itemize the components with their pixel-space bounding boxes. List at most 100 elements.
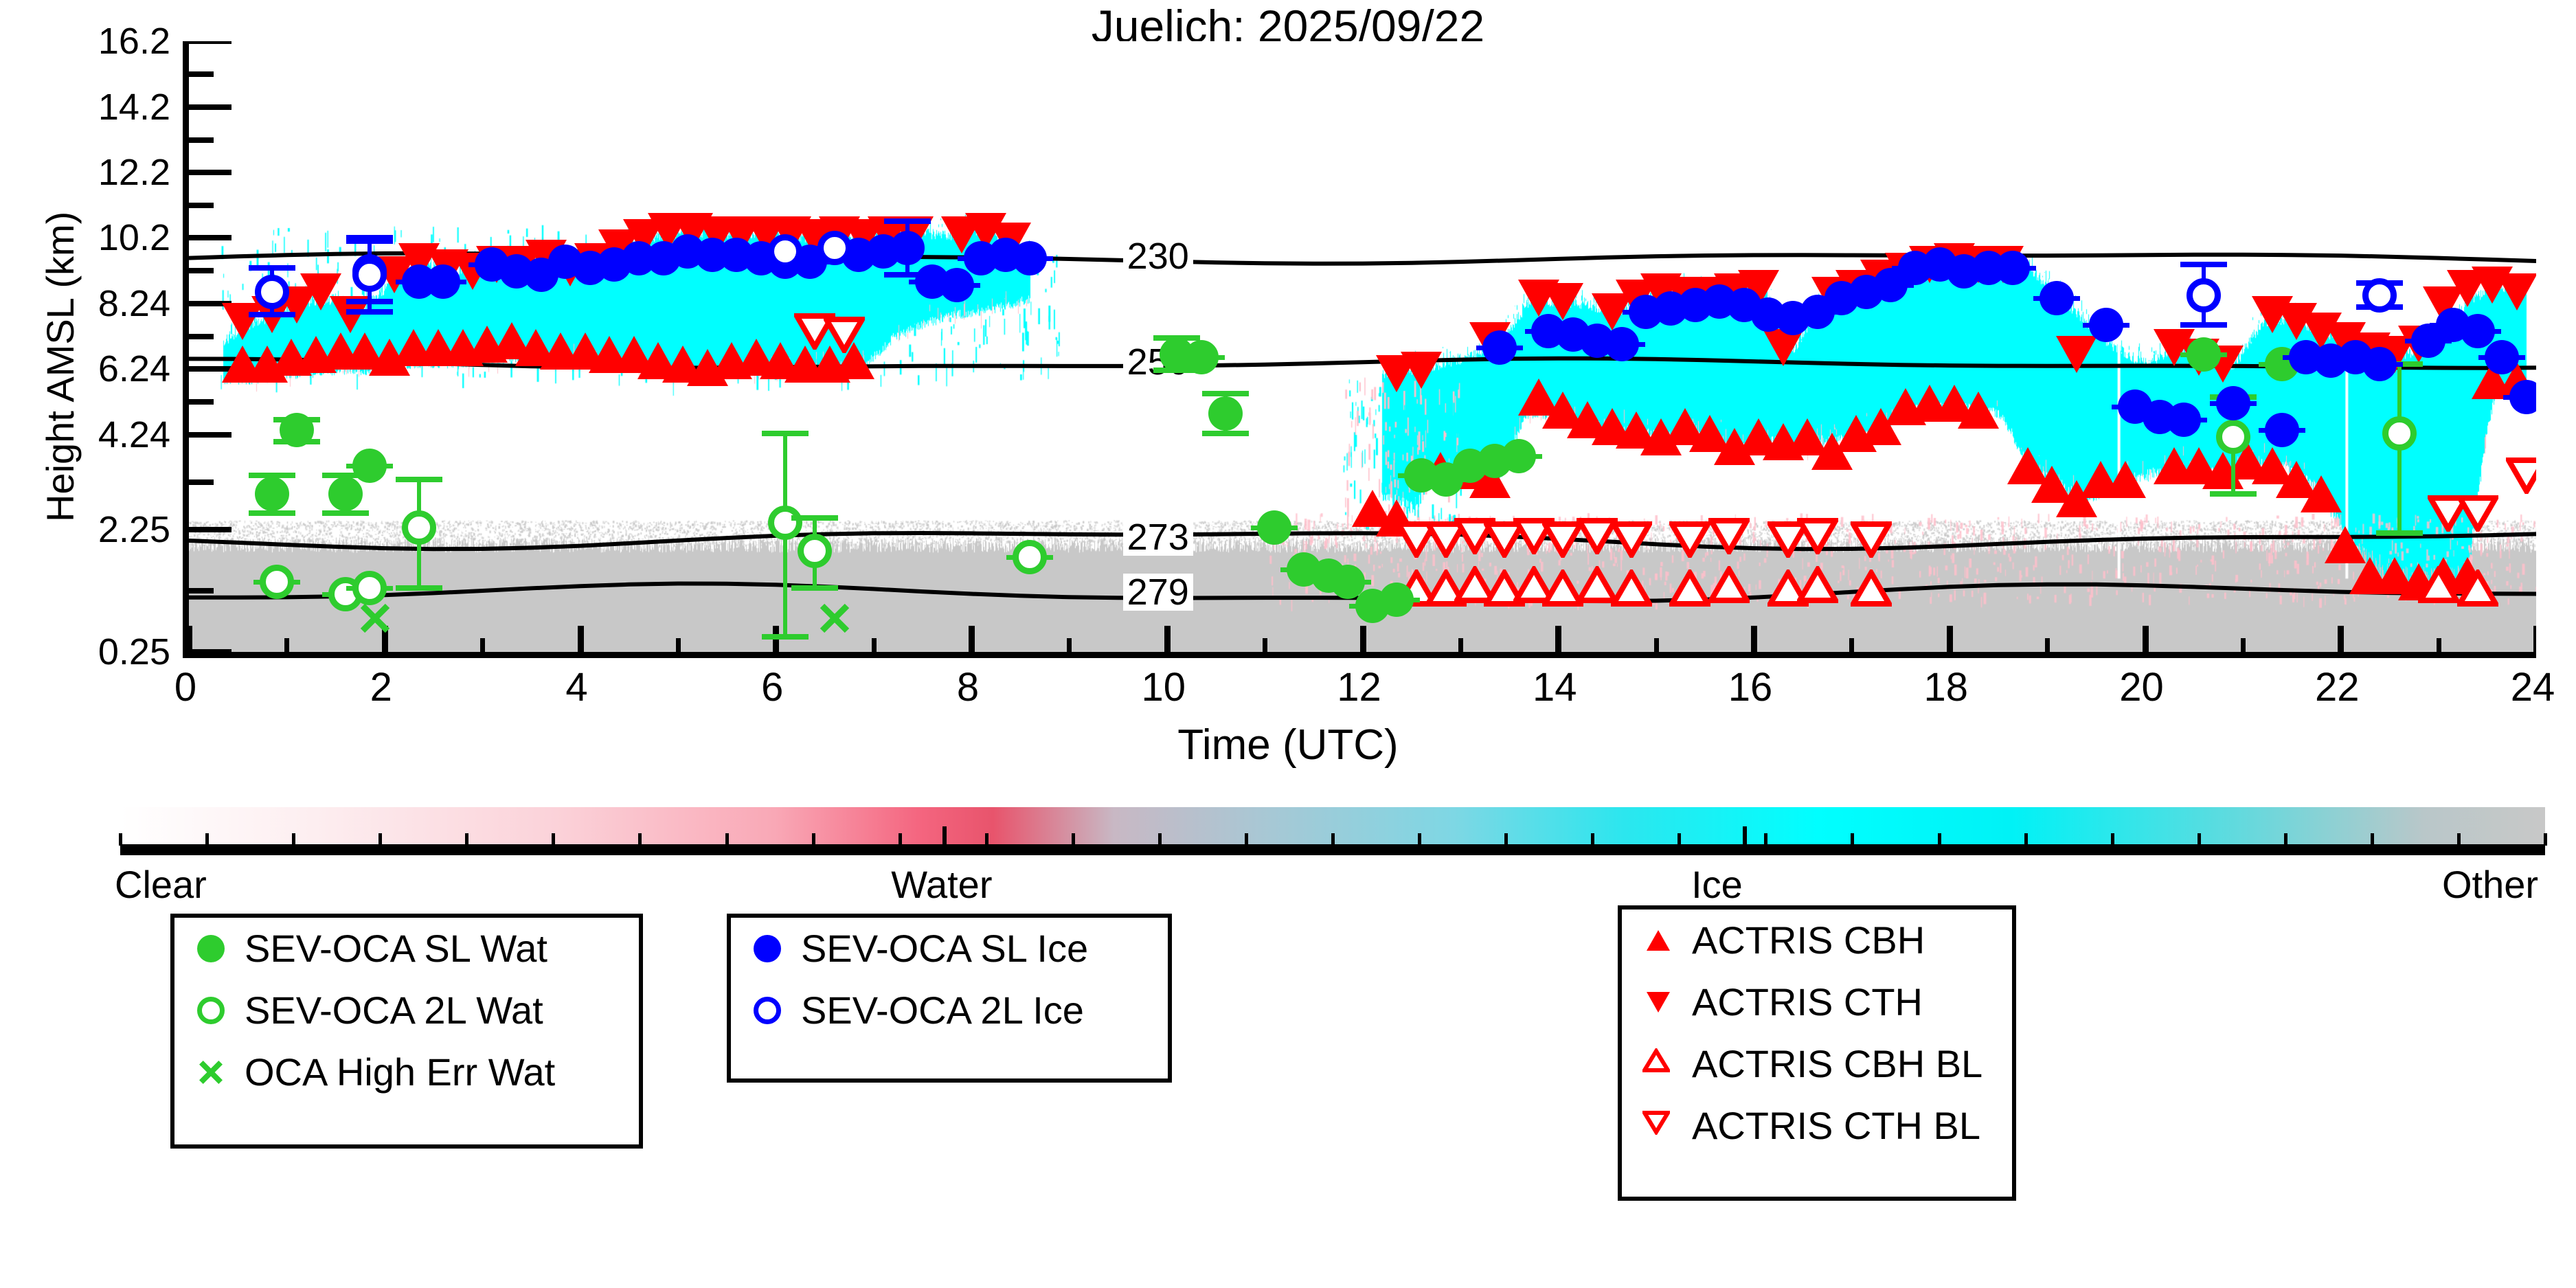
error-bar-cap <box>395 585 442 591</box>
datapoint-cross <box>359 602 392 635</box>
datapoint-filled-circle <box>1996 251 2031 286</box>
cross-icon <box>195 1057 227 1088</box>
datapoint-open-triangle-up <box>1848 567 1894 607</box>
datapoint-open-circle <box>260 564 295 599</box>
actris-legend[interactable]: ACTRIS CBH ACTRIS CTH ACTRIS CBH BL ACTRIS … <box>1618 905 2016 1201</box>
colorbar-tick <box>1851 833 1855 846</box>
y-tick-label: 14.2 <box>98 87 170 128</box>
x-tick-label: 18 <box>1923 665 1968 710</box>
y-tick-label: 0.25 <box>98 631 170 673</box>
x-minor-tick <box>2436 638 2441 652</box>
legend-label: SEV-OCA 2L Wat <box>245 988 543 1032</box>
water-legend[interactable]: SEV-OCA SL Wat SEV-OCA 2L Wat OCA High Err… <box>170 914 643 1149</box>
colorbar-tick <box>119 833 122 846</box>
legend-item-sev-oca-2l-wat[interactable]: SEV-OCA 2L Wat <box>174 980 639 1041</box>
legend-item-sev-oca-sl-wat[interactable]: SEV-OCA SL Wat <box>174 918 639 980</box>
colorbar-tick <box>2197 833 2201 846</box>
x-tick-label: 2 <box>370 665 392 710</box>
datapoint-filled-triangle-down <box>2496 273 2536 310</box>
legend-label: SEV-OCA SL Ice <box>801 927 1089 970</box>
filled-circle-icon <box>195 933 227 964</box>
datapoint-filled-triangle-down <box>2055 335 2097 373</box>
datapoint-open-circle <box>401 510 436 545</box>
legend-item-actris-cbh[interactable]: ACTRIS CBH <box>1622 909 2012 971</box>
open-triangle-up-icon <box>1640 1047 1674 1080</box>
datapoint-open-triangle-up <box>1765 567 1811 607</box>
open-triangle-down-icon <box>1640 1110 1674 1142</box>
colorbar-label-other: Other <box>2442 863 2539 906</box>
y-tick-label: 4.24 <box>98 414 170 456</box>
error-bar-cap <box>346 308 394 315</box>
ice-legend[interactable]: SEV-OCA SL Ice SEV-OCA 2L Ice <box>727 914 1172 1083</box>
y-tick <box>189 527 231 533</box>
datapoint-filled-circle <box>2088 307 2123 342</box>
datapoint-open-triangle-up <box>1609 567 1654 607</box>
legend-item-actris-cbh-bl[interactable]: ACTRIS CBH BL <box>1622 1033 2012 1095</box>
y-tick <box>189 432 231 438</box>
legend-item-oca-high-err-wat[interactable]: OCA High Err Wat <box>174 1041 639 1103</box>
datapoint-open-triangle-down <box>792 313 838 353</box>
datapoint-filled-circle <box>1482 330 1517 365</box>
datapoint-open-circle <box>2382 416 2417 451</box>
y-tick-label: 2.25 <box>98 509 170 551</box>
error-bar-cap <box>791 585 839 591</box>
legend-item-sev-oca-sl-ice[interactable]: SEV-OCA SL Ice <box>731 918 1168 980</box>
series-sev-oca-sl-ice <box>189 41 2536 652</box>
datapoint-open-triangle-up <box>1511 564 1557 604</box>
datapoint-filled-circle <box>1257 510 1292 545</box>
colorbar-tick <box>2544 833 2547 846</box>
series-oca-high-err-wat <box>189 41 2536 652</box>
x-minor-tick <box>1458 638 1463 652</box>
legend-label: SEV-OCA 2L Ice <box>801 988 1084 1032</box>
x-minor-tick <box>480 638 486 652</box>
colorbar-label-water: Water <box>891 863 993 906</box>
isotherm-label: 279 <box>1122 573 1193 611</box>
x-tick <box>1359 626 1366 652</box>
colorbar-tick <box>2370 833 2374 846</box>
colorbar-tick <box>1677 833 1682 846</box>
legend-item-actris-cth-bl[interactable]: ACTRIS CTH BL <box>1622 1095 2012 1157</box>
y-tick <box>189 366 231 372</box>
datapoint-open-triangle-down <box>1482 521 1527 561</box>
y-minor-tick <box>189 71 214 77</box>
datapoint-open-circle <box>352 258 387 293</box>
x-minor-tick <box>1263 638 1268 652</box>
plot-area[interactable]: 230 250 273 279 <box>183 41 2536 658</box>
series-actris-cth-bl <box>189 41 2536 652</box>
legend-item-actris-cth[interactable]: ACTRIS CTH <box>1622 971 2012 1033</box>
datapoint-filled-circle <box>1502 438 1537 473</box>
datapoint-open-triangle-down <box>1794 517 1840 558</box>
error-bar-cap <box>249 265 296 271</box>
colorbar-tick <box>898 833 902 846</box>
error-bar-cap <box>2209 491 2257 497</box>
colorbar-label-ice: Ice <box>1691 863 1743 906</box>
datapoint-open-triangle-up <box>2454 567 2500 607</box>
x-tick <box>1164 626 1171 652</box>
x-minor-tick <box>284 638 290 652</box>
datapoint-filled-triangle-up <box>1958 391 2000 429</box>
y-minor-tick <box>189 268 214 274</box>
x-tick-label: 16 <box>1728 665 1773 710</box>
datapoint-filled-triangle-up <box>2105 461 2147 499</box>
datapoint-open-triangle-up <box>1706 564 1752 604</box>
y-tick <box>189 301 231 307</box>
error-bar-cap <box>1202 390 1250 396</box>
colorbar-tick <box>2283 833 2287 846</box>
y-minor-tick <box>189 333 214 339</box>
legend-item-sev-oca-2l-ice[interactable]: SEV-OCA 2L Ice <box>731 980 1168 1041</box>
datapoint-open-triangle-down <box>1574 517 1620 558</box>
error-bar-cap <box>321 472 369 478</box>
x-minor-tick <box>1849 638 1855 652</box>
colorbar-tick <box>984 833 988 846</box>
datapoint-filled-circle <box>939 267 974 302</box>
datapoint-open-circle <box>798 534 833 569</box>
isotherm-273 <box>189 530 2536 552</box>
y-tick <box>189 170 231 176</box>
colorbar-axis <box>120 844 2545 855</box>
colorbar-tick <box>379 833 383 846</box>
datapoint-filled-circle <box>2264 412 2299 447</box>
y-tick <box>189 235 231 241</box>
datapoint-open-triangle-down <box>1706 517 1752 558</box>
y-tick <box>189 649 231 652</box>
datapoint-open-triangle-up <box>1482 567 1527 607</box>
